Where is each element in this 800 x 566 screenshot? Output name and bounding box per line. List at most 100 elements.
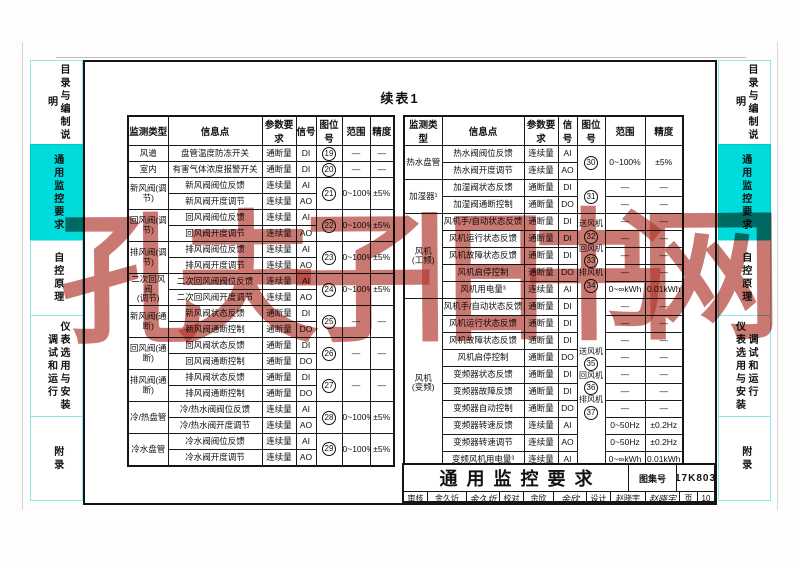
diagram-position-badge: 36: [584, 381, 598, 396]
table-cell: 通断量: [523, 298, 559, 316]
diagram-position-badge: 29: [322, 442, 336, 457]
diagram-position-badge: 30: [584, 155, 598, 170]
diagram-position-badge: 32: [584, 229, 598, 244]
table-cell: 排风阀(通断): [127, 369, 169, 402]
table-cell: 回风阀状态反馈: [167, 337, 263, 354]
sidebar-tab-1: 目录与编制说明: [30, 60, 83, 145]
table-cell: DO: [557, 400, 578, 418]
table-cell: AI: [295, 177, 317, 194]
table-cell: DO: [295, 353, 317, 370]
table-cell: 通断量: [261, 337, 297, 354]
table-cell: 连续量: [523, 281, 559, 299]
table-cell: 排风阀状态反馈: [167, 369, 263, 386]
diagram-position-badge: 19: [322, 146, 336, 161]
table-cell: AI: [557, 145, 578, 163]
sidebar-tab-1: 目录与编制说明: [718, 60, 771, 145]
table-cell: —: [604, 264, 646, 282]
table-cell: —: [644, 349, 684, 367]
table-cell: —: [604, 213, 646, 231]
table-cell: AI: [557, 417, 578, 435]
table-cell: 连续量: [261, 257, 297, 274]
table-cell: DI: [557, 383, 578, 401]
table-row: 热水盘管 热水阀阀位反馈 连续量 AI 30 0~100% ±5%: [403, 145, 684, 180]
table-cell: 冷水阀开度调节: [167, 449, 263, 466]
atlas-number-label: 图集号: [628, 465, 676, 491]
table-cell: 0~100%: [341, 273, 371, 306]
table-cell: ±5%: [644, 145, 684, 180]
page-scan-edge-left: [22, 42, 23, 510]
fan-position-line: 37: [578, 405, 604, 420]
page-number: 10: [697, 492, 714, 505]
table-cell: —: [369, 337, 395, 370]
table-cell: 排风阀(调节): [127, 241, 169, 274]
table-cell: 连续量: [261, 225, 297, 242]
fan-position-line: 排风机: [579, 268, 603, 278]
table-cell: 风机故障状态反馈: [441, 247, 525, 265]
table-cell: 加湿阀通断控制: [441, 196, 525, 214]
continued-table-label: 续表1: [380, 91, 420, 106]
table-cell: 19: [315, 145, 343, 162]
fan-position-line: 34: [578, 278, 604, 293]
sidebar-tab-label: 调试和运行 仪表选用与安装: [733, 320, 758, 412]
table-cell: 0~100%: [341, 209, 371, 242]
table-cell: DI: [557, 230, 578, 248]
table-cell: AI: [557, 281, 578, 299]
sidebar-tab-2: 通用监控要求: [30, 144, 83, 241]
table-cell: DI: [557, 332, 578, 350]
table-row: 变频器自动控制 通断量 DO — —: [404, 400, 684, 418]
diagram-position-badge: 37: [584, 405, 598, 420]
table-cell: AO: [295, 225, 317, 242]
table-cell: 通断量: [523, 213, 559, 231]
table-cell: 通断量: [261, 305, 297, 322]
table-row: 排风阀(通断) 排风阀状态反馈 通断量 DI 27 — —: [127, 369, 395, 402]
table-cell: 0~50Hz: [604, 434, 646, 452]
table-row: 加湿阀通断控制 通断量 DO — —: [404, 196, 684, 214]
table-row: 风机运行状态反馈 通断量 DI — —: [404, 315, 684, 333]
table-row: 二次回风阀开度调节 连续量 AO: [128, 289, 394, 306]
table-cell: —: [644, 230, 684, 248]
table-cell: DI: [557, 315, 578, 333]
table-cell: 24: [315, 273, 343, 306]
diagram-position-badge: 24: [322, 282, 336, 297]
checker-name: 余欣: [523, 492, 553, 505]
table-cell: 二次回风阀 (调节): [127, 273, 169, 306]
table-cell: 0~100%: [341, 433, 371, 466]
table-cell: DI: [557, 298, 578, 316]
table-cell: 室内: [127, 161, 169, 178]
table-cell: 20: [315, 161, 343, 178]
fan-position-line: 36: [578, 381, 604, 396]
table-cell: 新风阀通断控制: [167, 321, 263, 338]
fan-position-line: 32: [578, 229, 604, 244]
sidebar-tab-3: 自控原理: [718, 240, 771, 316]
column-header: 范围: [341, 115, 371, 146]
table-cell: 二次回风阀开度调节: [167, 289, 263, 306]
design-label: 设计: [586, 492, 610, 505]
table-cell: 通断量: [261, 385, 297, 402]
diagram-position-badge: 22: [322, 218, 336, 233]
column-header: 参数要求: [261, 115, 297, 146]
table-row: 风机故障状态反馈 通断量 DI — —: [404, 332, 684, 350]
table-cell: 风机故障状态反馈: [441, 332, 525, 350]
table-cell: —: [644, 383, 684, 401]
table-cell: 回风阀(通断): [127, 337, 169, 370]
table-cell: 新风阀(调节): [127, 177, 169, 210]
table-cell: DI: [295, 305, 317, 322]
table-cell: 冷/热水阀开度调节: [167, 417, 263, 434]
table-cell: —: [604, 298, 646, 316]
table-cell: 通断量: [523, 315, 559, 333]
table-cell: 风机运行状态反馈: [441, 230, 525, 248]
diagram-position-badge: 31: [584, 189, 598, 204]
table-cell: 风机手/自动状态反馈: [441, 213, 525, 231]
table-cell: 连续量: [261, 433, 297, 450]
title-block: 通用监控要求 图集号 17K803 审核 金久炘 金久炘 校对 余欣 余欣 设计…: [402, 463, 716, 505]
table-cell: —: [369, 161, 395, 178]
table-cell: —: [644, 315, 684, 333]
left-thumb-index: 目录与编制说明 通用监控要求 自控原理 仪表选用与安装 调试和运行 附录: [30, 60, 83, 505]
table-cell: —: [604, 332, 646, 350]
column-header: 精度: [369, 115, 395, 146]
table-cell: 有害气体浓度报警开关: [167, 161, 263, 178]
